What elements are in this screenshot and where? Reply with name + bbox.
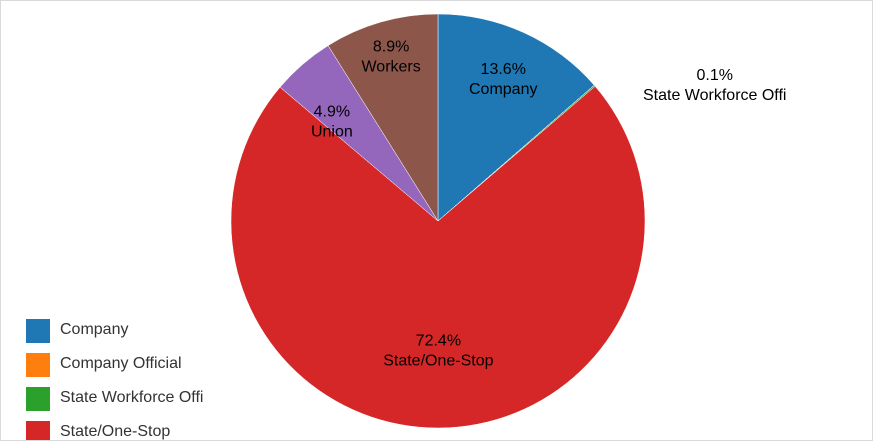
pie-slices [230, 13, 646, 429]
slice-label-state-workforce-offi: 0.1% State Workforce Offi [643, 67, 786, 104]
slice-label-workers: 8.9% Workers [361, 39, 420, 76]
slice-labels: 13.6% Company 0.1% State Workforce Offi 72.4… [311, 39, 787, 370]
pie-slice-state-one-stop[interactable] [230, 85, 646, 429]
legend-label-company-official: Company Official [60, 355, 182, 372]
legend-swatch-state-workforce [26, 387, 50, 411]
pie-slice-company[interactable] [437, 13, 595, 222]
legend-label-company: Company [60, 321, 129, 338]
legend-swatch-state-one-stop [26, 421, 50, 440]
slice-label-company: 13.6% Company [469, 61, 537, 98]
legend-swatch-company-official [26, 353, 50, 377]
legend-swatch-company [26, 319, 50, 343]
pie-slice-workers[interactable] [327, 13, 439, 222]
slice-label-state-one-stop: 72.4% State/One-Stop [383, 332, 493, 369]
legend-label-state-one-stop: State/One-Stop [60, 423, 171, 440]
legend-label-state-workforce: State Workforce Offi [60, 389, 204, 406]
slice-label-union: 4.9% Union [311, 104, 353, 141]
